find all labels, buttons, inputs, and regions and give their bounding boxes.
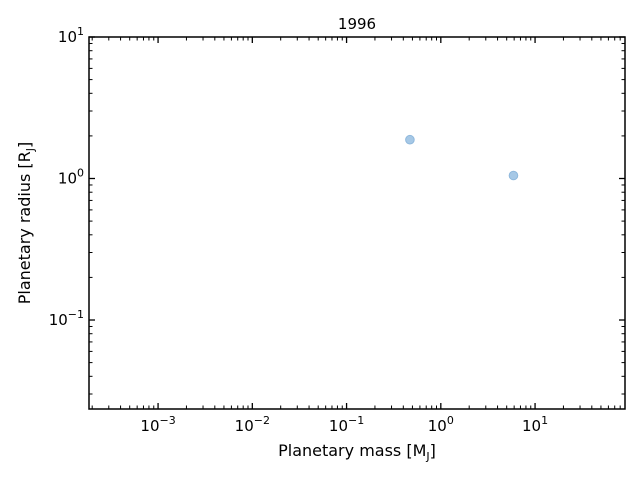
x-tick-label: 10−3 bbox=[140, 414, 175, 435]
x-tick-label-base: 10 bbox=[329, 417, 348, 435]
x-tick-label-exponent: 1 bbox=[541, 414, 548, 427]
x-axis-label-main: Planetary mass [M bbox=[278, 441, 426, 460]
x-tick-label-exponent: −3 bbox=[160, 414, 176, 427]
x-tick-label: 100 bbox=[428, 414, 454, 435]
x-axis-label: Planetary mass [MJ] bbox=[278, 441, 436, 463]
x-tick-label: 101 bbox=[522, 414, 548, 435]
y-tick-label: 100 bbox=[58, 167, 84, 188]
x-tick-label-exponent: 0 bbox=[447, 414, 454, 427]
y-axis-label-close: ] bbox=[15, 142, 34, 148]
data-point bbox=[405, 134, 415, 145]
chart-title: 1996 bbox=[338, 15, 376, 33]
x-tick-label: 10−2 bbox=[235, 414, 270, 435]
data-point bbox=[508, 170, 519, 181]
y-tick-label-exponent: 1 bbox=[77, 25, 84, 38]
x-tick-label-exponent: −1 bbox=[348, 414, 364, 427]
y-axis-label-sub: J bbox=[24, 148, 37, 152]
x-tick-label-base: 10 bbox=[140, 417, 159, 435]
y-axis-label: Planetary radius [RJ] bbox=[15, 142, 37, 305]
x-tick-label-base: 10 bbox=[235, 417, 254, 435]
y-tick-label-exponent: 0 bbox=[77, 167, 84, 180]
y-tick-label-base: 10 bbox=[58, 28, 77, 46]
data-points bbox=[405, 134, 519, 181]
x-tick-label-base: 10 bbox=[428, 417, 447, 435]
y-tick-label-base: 10 bbox=[58, 170, 77, 188]
x-tick-label-base: 10 bbox=[522, 417, 541, 435]
y-tick-label-base: 10 bbox=[49, 311, 68, 329]
x-axis-label-sub: J bbox=[425, 450, 429, 463]
y-axis-label-main: Planetary radius [R bbox=[15, 151, 34, 304]
plot-frame bbox=[88, 36, 626, 410]
x-tick-label: 10−1 bbox=[329, 414, 364, 435]
y-tick-label: 10−1 bbox=[49, 308, 84, 329]
y-tick-label: 101 bbox=[58, 25, 84, 46]
x-axis-label-close: ] bbox=[430, 441, 436, 460]
y-tick-label-exponent: −1 bbox=[68, 308, 84, 321]
x-tick-label-exponent: −2 bbox=[254, 414, 270, 427]
